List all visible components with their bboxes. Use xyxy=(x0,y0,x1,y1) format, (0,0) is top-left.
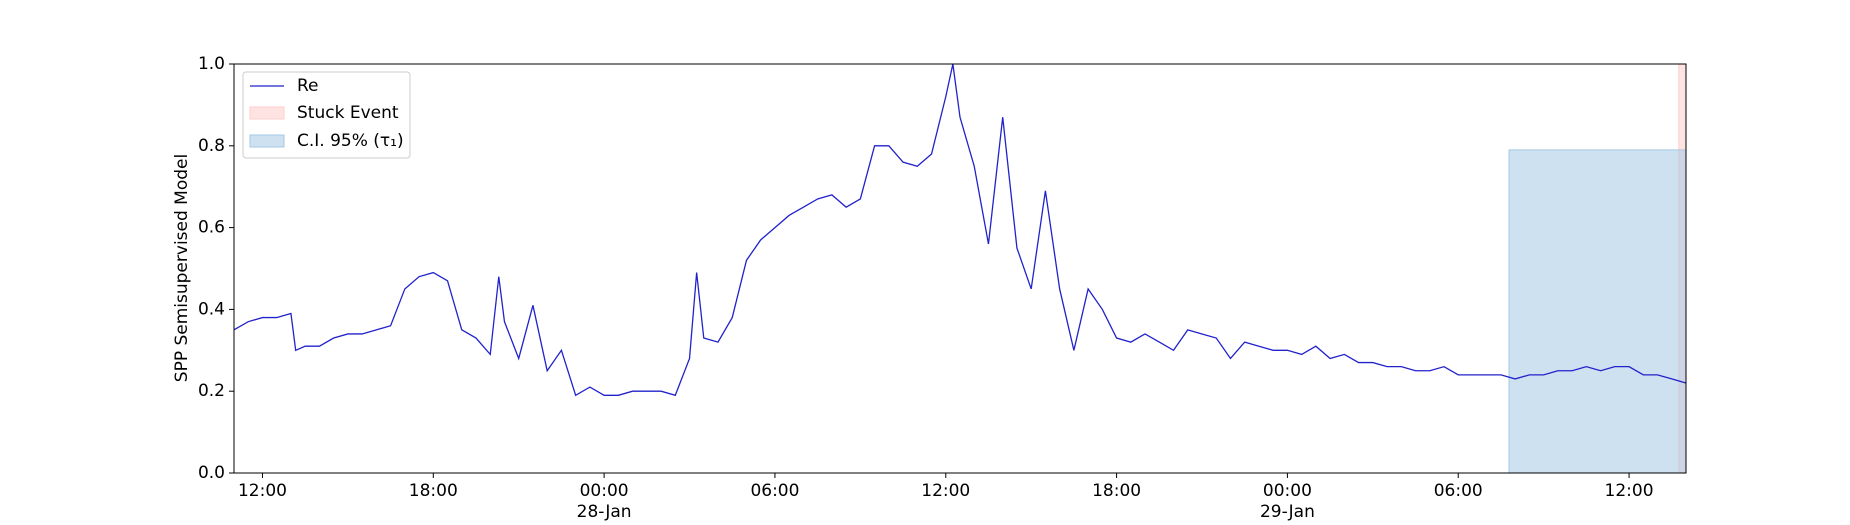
x-tick-label: 1900 xyxy=(582,523,625,525)
x-tick-label: 06:00 xyxy=(1434,481,1483,501)
x-tick-label: 12:00 xyxy=(921,481,970,501)
x-tick-label: 18:00 xyxy=(1092,481,1141,501)
y-tick-label: 0.8 xyxy=(198,136,225,156)
y-tick-label: 0.0 xyxy=(198,463,225,483)
y-tick-label: 0.4 xyxy=(198,299,225,319)
x-tick-label: 12:00 xyxy=(238,481,287,501)
x-tick-label: 28-Jan xyxy=(577,502,632,522)
legend-box xyxy=(242,71,411,159)
x-tick-label: 29-Jan xyxy=(1260,502,1315,522)
legend-label: Re xyxy=(297,76,319,96)
line xyxy=(233,63,1687,397)
x-tick-label: 12:00 xyxy=(1605,481,1654,501)
legend-label: C.I. 95% (τ₁) xyxy=(297,131,404,151)
legend: Re Stuck Event C.I. 95% (τ₁) xyxy=(242,71,411,159)
axes-frame xyxy=(233,63,1687,474)
y-tick-label: 0.2 xyxy=(198,381,225,401)
x-tick-label: 18:00 xyxy=(409,481,458,501)
y-tick-label: 0.6 xyxy=(198,218,225,238)
y-axis-label: SPP Semisupervised Model xyxy=(172,154,192,382)
x-tick-label: 00:00 xyxy=(580,481,629,501)
legend-swatch xyxy=(249,106,285,120)
legend-label: Stuck Event xyxy=(297,103,399,123)
span xyxy=(1508,149,1687,474)
legend-swatch xyxy=(249,134,285,148)
y-tick-label: 1.0 xyxy=(198,54,225,74)
x-tick-label: 00:00 xyxy=(1263,481,1312,501)
x-tick-label: 06:00 xyxy=(750,481,799,501)
